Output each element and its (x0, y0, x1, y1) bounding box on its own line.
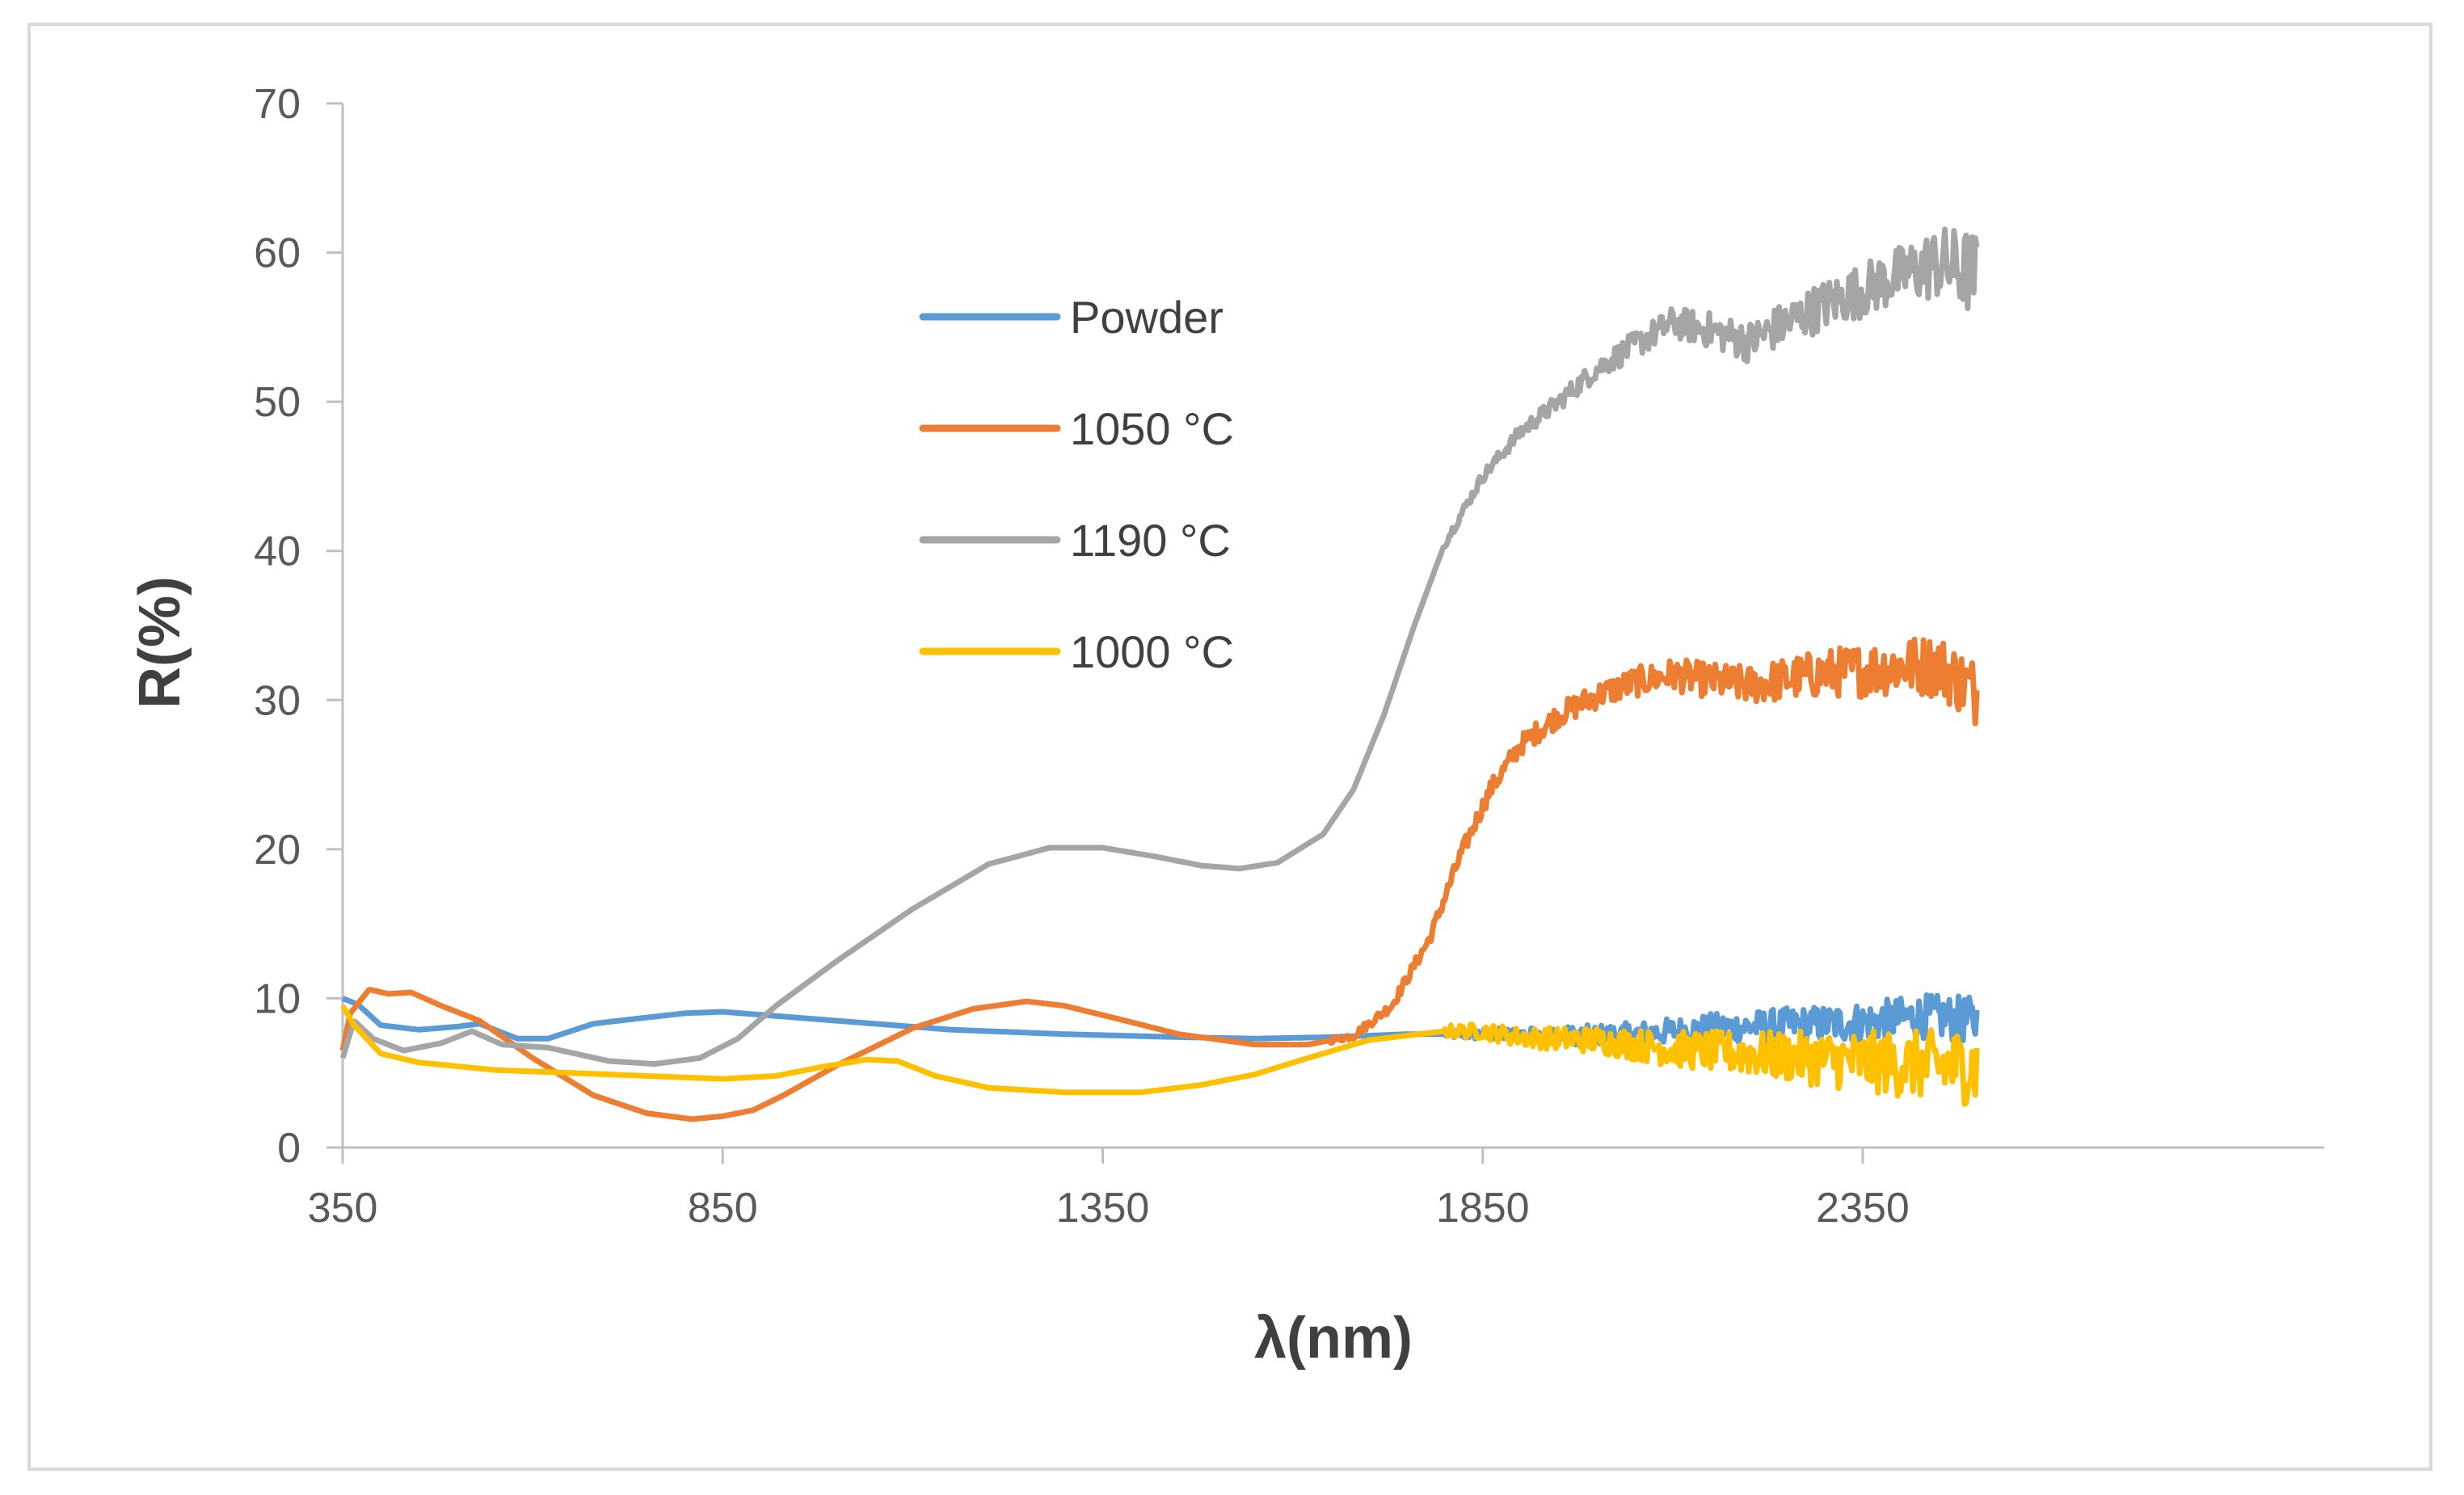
y-axis-title: R(%) (128, 576, 192, 709)
legend: Powder 1050 °C 1190 °C 1000 °C (919, 292, 1234, 677)
x-axis-title: λ(nm) (1254, 1306, 1413, 1371)
series-line-3 (339, 1004, 1980, 1107)
y-tick-label: 30 (254, 677, 301, 724)
y-tick-label: 60 (254, 230, 301, 277)
series-line-0 (341, 992, 1980, 1049)
y-tick-label: 0 (277, 1125, 301, 1172)
x-tick-label: 1850 (1436, 1185, 1530, 1232)
axes: 0 10 20 30 40 50 60 70 350 850 1350 1850 2350 (254, 81, 2324, 1232)
series-line-1 (339, 636, 1980, 1122)
y-tick-label: 70 (254, 81, 301, 128)
legend-label: 1050 °C (1070, 403, 1234, 454)
y-tick-label: 40 (254, 529, 301, 575)
series-line-2 (339, 226, 1980, 1068)
chart-frame (27, 23, 2432, 1471)
y-tick-label: 20 (254, 827, 301, 874)
y-tick-label: 50 (254, 379, 301, 426)
y-tick-label: 10 (254, 975, 301, 1022)
series-layer (339, 226, 1980, 1122)
x-tick-label: 850 (688, 1185, 758, 1232)
x-tick-label: 1350 (1056, 1185, 1150, 1232)
x-tick-label: 2350 (1816, 1185, 1910, 1232)
legend-label: 1190 °C (1070, 515, 1231, 566)
legend-label: Powder (1070, 292, 1224, 343)
legend-label: 1000 °C (1070, 626, 1234, 677)
x-tick-label: 350 (308, 1185, 378, 1232)
